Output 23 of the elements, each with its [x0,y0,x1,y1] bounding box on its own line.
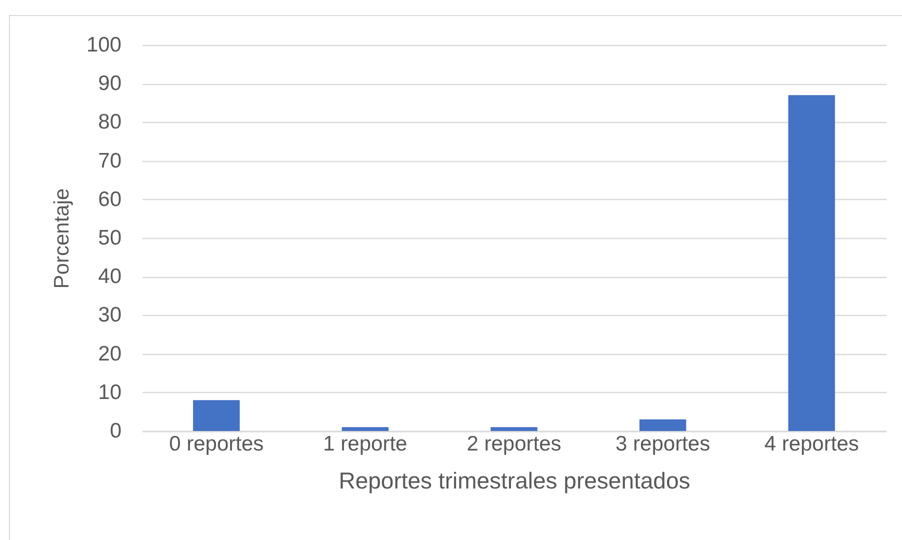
y-tick-label: 30 [98,304,122,327]
x-tick-label: 0 reportes [169,432,264,456]
x-tick-label: 4 reportes [764,432,859,456]
y-tick-label: 20 [98,342,122,366]
y-tick-label: 40 [98,265,122,288]
y-tick-label: 0 [110,420,122,442]
x-tick-label: 1 reporte [323,432,408,456]
y-tick-label: 80 [98,110,122,134]
bar [788,95,835,431]
x-axis-title: Reportes trimestrales presentados [338,468,690,494]
y-tick-label: 100 [86,34,122,56]
x-tick-label: 2 reportes [466,432,562,456]
y-tick-label: 70 [98,149,122,172]
bar [193,400,240,431]
y-axis-title: Porcentaje [50,188,74,289]
bar [490,427,538,431]
bar [342,427,389,431]
y-tick-label: 60 [98,188,122,211]
y-tick-label: 50 [98,226,122,250]
y-tick-label: 10 [98,380,122,404]
y-tick-label: 90 [98,72,122,96]
x-tick-label: 3 reportes [616,432,710,456]
bar [639,419,686,431]
